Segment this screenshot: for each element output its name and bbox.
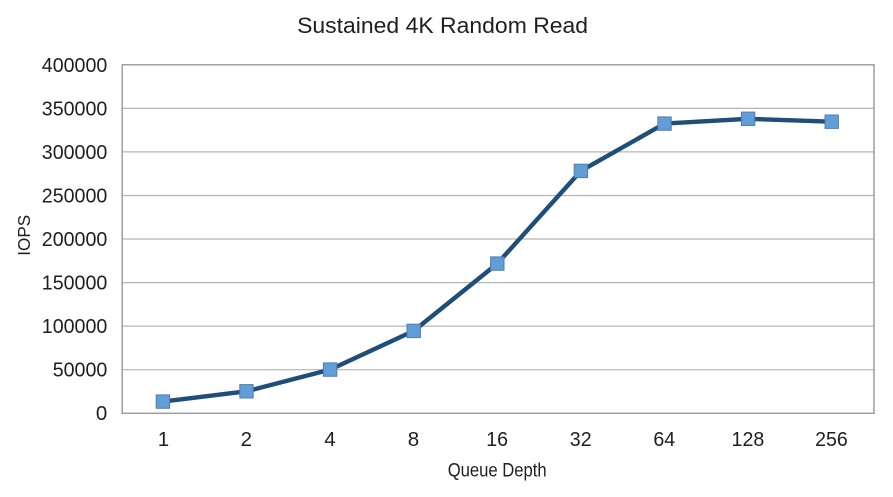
svg-text:16: 16	[486, 428, 508, 451]
svg-text:64: 64	[653, 428, 675, 451]
svg-text:1: 1	[158, 428, 169, 451]
svg-text:8: 8	[408, 428, 419, 451]
svg-text:32: 32	[570, 428, 592, 451]
svg-text:IOPS: IOPS	[14, 215, 34, 256]
svg-text:250000: 250000	[42, 185, 108, 208]
svg-text:2: 2	[241, 428, 252, 451]
svg-text:Queue Depth: Queue Depth	[448, 460, 547, 482]
svg-text:4: 4	[324, 428, 335, 451]
svg-text:200000: 200000	[42, 228, 108, 251]
svg-text:400000: 400000	[42, 54, 108, 77]
svg-text:300000: 300000	[42, 141, 108, 164]
svg-text:50000: 50000	[53, 359, 108, 382]
svg-text:256: 256	[815, 428, 848, 451]
svg-text:350000: 350000	[42, 98, 108, 121]
svg-text:100000: 100000	[42, 315, 108, 338]
svg-text:150000: 150000	[42, 272, 108, 295]
svg-text:128: 128	[732, 428, 765, 451]
svg-text:Sustained 4K Random Read: Sustained 4K Random Read	[297, 13, 588, 38]
svg-text:0: 0	[96, 402, 107, 425]
